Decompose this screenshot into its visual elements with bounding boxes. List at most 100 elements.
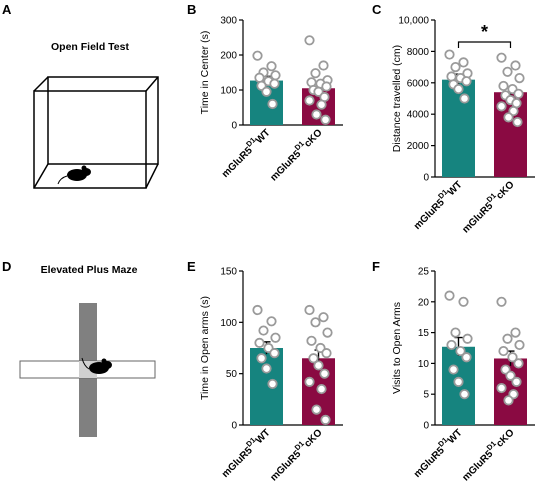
significance-bracket xyxy=(457,41,512,48)
data-point xyxy=(502,333,513,344)
data-point xyxy=(496,296,507,307)
plus-maze-illustration xyxy=(19,303,156,437)
x-category-label: mGluR5D1WT xyxy=(217,125,272,180)
y-tick-label: 10 xyxy=(418,359,430,370)
y-tick-label: 25 xyxy=(418,267,430,278)
chart-e: E 0 50 100 150 Time in Open arms (s) mGluR5D1W… xyxy=(187,259,343,484)
bar-wt xyxy=(442,79,475,177)
data-point xyxy=(496,101,507,112)
data-point xyxy=(498,80,509,92)
x-category-label: mGluR5D1WT xyxy=(217,425,272,480)
y-tick-label: 0 xyxy=(231,121,237,132)
y-tick-label: 150 xyxy=(220,267,237,278)
data-point xyxy=(496,382,507,394)
panel-letter-f: F xyxy=(372,259,380,274)
data-point xyxy=(455,345,466,357)
data-point xyxy=(453,83,464,95)
data-point xyxy=(458,57,469,68)
data-point xyxy=(304,95,315,106)
data-point xyxy=(269,78,280,89)
data-point xyxy=(320,414,331,425)
chart-f: F 0 5 10 15 20 25 Visits to Open Arms mGluR5D1WT… xyxy=(372,259,535,484)
bar-wt xyxy=(250,348,283,425)
data-point xyxy=(444,49,455,60)
data-point xyxy=(498,345,509,357)
panel-letter-b: B xyxy=(187,2,196,17)
y-tick-label: 100 xyxy=(220,86,237,97)
data-point xyxy=(453,376,464,387)
data-point xyxy=(310,68,321,79)
data-point xyxy=(461,352,472,363)
data-point xyxy=(304,304,315,316)
data-point xyxy=(321,348,332,359)
data-point xyxy=(318,312,329,323)
data-point xyxy=(514,72,525,84)
data-point xyxy=(510,60,521,71)
data-point xyxy=(316,383,327,395)
panel-a: A Open Field Test xyxy=(2,2,159,189)
data-point xyxy=(311,109,322,120)
x-category-label: mGluR5D1cKO xyxy=(266,424,325,483)
data-point xyxy=(308,353,319,364)
y-tick-label: 8000 xyxy=(407,47,430,58)
y-axis-label: Visits to Open Arms xyxy=(391,302,403,394)
data-point xyxy=(311,404,322,415)
mouse-icon-open-field xyxy=(57,165,91,185)
data-point xyxy=(450,61,461,73)
data-point xyxy=(266,316,277,327)
data-point xyxy=(511,376,522,387)
y-tick-label: 0 xyxy=(231,421,237,432)
data-point xyxy=(502,66,513,77)
y-tick-label: 200 xyxy=(220,51,237,62)
significance-star: * xyxy=(481,22,488,42)
x-category-label: mGluR5D1WT xyxy=(409,425,464,480)
data-point xyxy=(313,360,324,371)
panel-d: D Elevated Plus Maze xyxy=(2,259,156,437)
data-point xyxy=(256,353,267,364)
y-tick-label: 50 xyxy=(226,369,238,380)
panel-letter-e: E xyxy=(187,259,196,274)
data-point xyxy=(252,50,263,61)
data-point xyxy=(304,35,315,46)
y-tick-label: 100 xyxy=(220,318,237,329)
x-category-label: mGluR5D1WT xyxy=(409,177,464,232)
data-point xyxy=(258,325,269,336)
mouse-icon-plus-maze xyxy=(81,357,112,374)
data-point xyxy=(270,332,281,343)
data-point xyxy=(459,93,470,104)
data-point xyxy=(266,61,277,72)
data-point xyxy=(254,337,265,348)
data-point xyxy=(269,348,280,359)
data-point xyxy=(507,352,518,363)
data-point xyxy=(304,376,315,387)
data-point xyxy=(267,378,278,390)
data-point xyxy=(458,296,469,307)
data-point xyxy=(512,116,523,128)
data-point xyxy=(318,60,329,71)
data-point xyxy=(261,86,272,97)
y-axis-label: Time in Open arms (s) xyxy=(199,296,211,400)
data-point xyxy=(319,368,330,379)
y-tick-label: 4000 xyxy=(407,110,430,121)
data-point xyxy=(254,72,265,83)
data-point xyxy=(461,76,472,87)
y-tick-label: 5 xyxy=(423,390,429,401)
data-point xyxy=(448,364,459,375)
y-tick-label: 2000 xyxy=(407,141,430,152)
panel-title-d: Elevated Plus Maze xyxy=(41,264,138,276)
panel-letter-d: D xyxy=(2,259,11,274)
y-tick-label: 10,000 xyxy=(398,16,429,27)
data-point xyxy=(514,339,525,351)
data-point xyxy=(462,333,473,344)
y-axis-label: Time in Center (s) xyxy=(199,31,211,115)
y-tick-label: 20 xyxy=(418,297,430,308)
panel-title-a: Open Field Test xyxy=(51,41,129,53)
data-point xyxy=(510,327,521,338)
data-point xyxy=(513,88,524,99)
y-axis-label: Distance travelled (cm) xyxy=(391,45,403,152)
data-point xyxy=(503,112,514,123)
data-point xyxy=(316,99,327,110)
data-point xyxy=(306,335,317,346)
